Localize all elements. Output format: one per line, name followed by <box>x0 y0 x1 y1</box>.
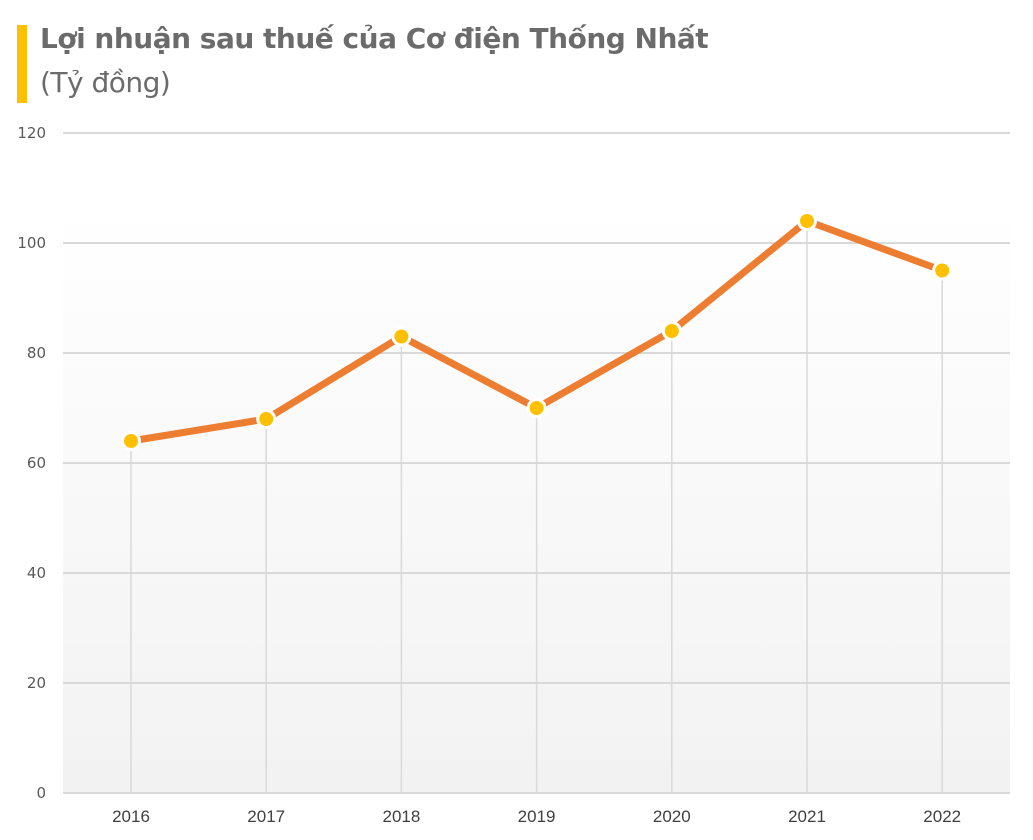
x-tick-label: 2019 <box>518 807 556 826</box>
y-tick-label: 20 <box>27 674 46 692</box>
y-tick-label: 40 <box>27 564 46 582</box>
x-axis: 2016 2017 2018 2019 2020 2021 2022 <box>112 807 961 826</box>
data-markers <box>121 211 953 451</box>
y-axis: 0 20 40 60 80 100 120 <box>17 124 46 802</box>
y-tick-label: 100 <box>17 234 46 252</box>
x-tick-label: 2021 <box>788 807 826 826</box>
y-tick-label: 60 <box>27 454 46 472</box>
x-tick-label: 2016 <box>112 807 150 826</box>
chart-subtitle: (Tỷ đồng) <box>40 66 171 99</box>
drop-lines <box>130 221 943 793</box>
data-point-marker <box>391 326 412 347</box>
title-accent-bar <box>17 25 27 103</box>
chart-title: Lợi nhuận sau thuế của Cơ điện Thống Nhấ… <box>40 22 709 55</box>
data-point-marker <box>661 321 682 341</box>
x-tick-label: 2017 <box>247 807 285 826</box>
data-point-marker <box>256 409 277 429</box>
data-point-marker <box>797 211 817 231</box>
y-tick-label: 80 <box>27 344 46 362</box>
data-point-marker <box>121 431 141 451</box>
data-point-marker <box>526 398 547 418</box>
x-tick-label: 2022 <box>923 807 961 826</box>
x-tick-label: 2018 <box>382 807 420 826</box>
data-point-marker <box>932 260 953 281</box>
y-tick-label: 0 <box>36 784 46 802</box>
x-tick-label: 2020 <box>653 807 691 826</box>
y-tick-label: 120 <box>17 124 46 142</box>
